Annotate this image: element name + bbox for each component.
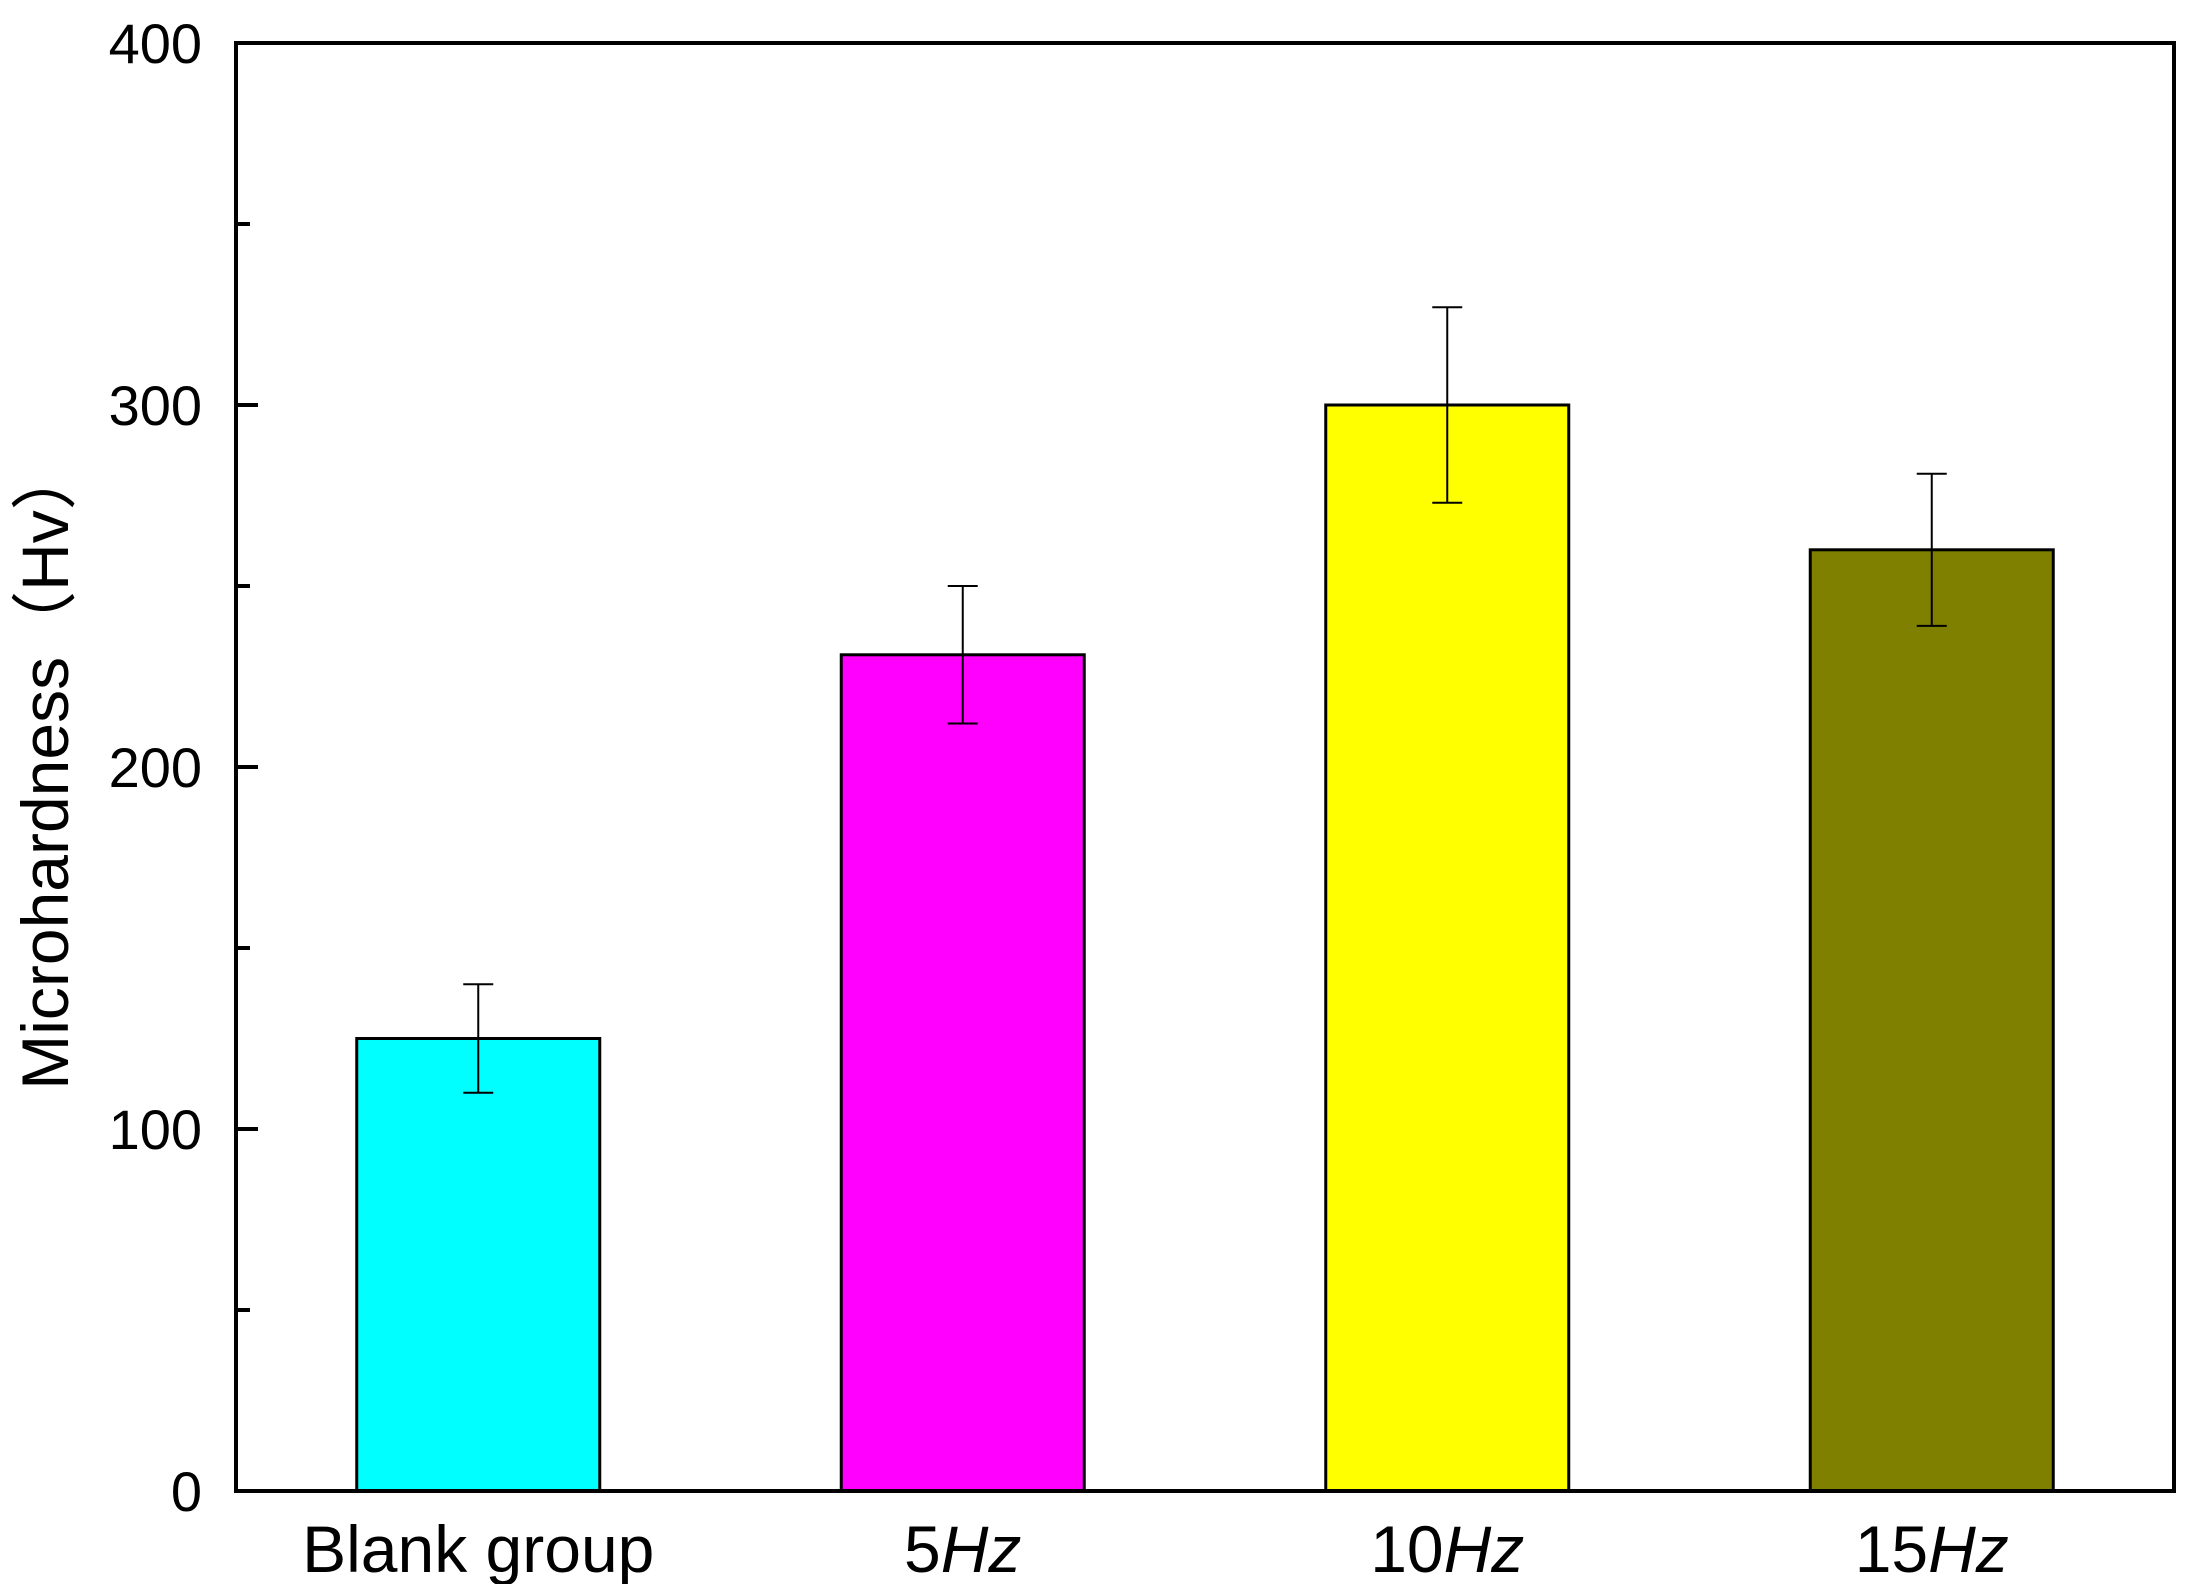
bar [355,1037,602,1493]
x-category-label: 15Hz [1855,1512,2009,1584]
error-bar [463,983,494,1094]
bars-layer [355,403,2055,1493]
y-tick-labels: 0 100 200 300 400 [109,12,202,1523]
x-category-label-unit: Hz [1444,1512,1525,1584]
y-axis-title: Microhardness（Hv） [8,444,82,1090]
x-category-label: 10Hz [1370,1512,1524,1584]
x-category-labels: Blank group 5Hz 10Hz 15Hz [302,1512,2009,1584]
x-category-label: 5Hz [904,1512,1021,1584]
x-category-label-text: Blank group [302,1512,654,1584]
x-category-label-text: 15 [1855,1512,1928,1584]
y-tick-label: 0 [171,1460,202,1523]
y-tick-label: 100 [109,1098,202,1161]
x-category-label-unit: Hz [941,1512,1022,1584]
error-bar [947,585,978,725]
bar [1808,548,2055,1493]
y-tick-label: 300 [109,374,202,437]
error-bar [1432,306,1463,504]
y-ticks [236,41,258,1493]
bar [839,653,1086,1493]
x-category-label: Blank group [302,1512,654,1584]
error-bar [1916,472,1947,627]
errorbars-layer [463,306,1947,1094]
bar [1324,403,1571,1493]
x-category-label-text: 10 [1370,1512,1443,1584]
x-category-label-text: 5 [904,1512,941,1584]
x-category-label-unit: Hz [1928,1512,2009,1584]
y-tick-label: 400 [109,12,202,75]
y-tick-label: 200 [109,736,202,799]
